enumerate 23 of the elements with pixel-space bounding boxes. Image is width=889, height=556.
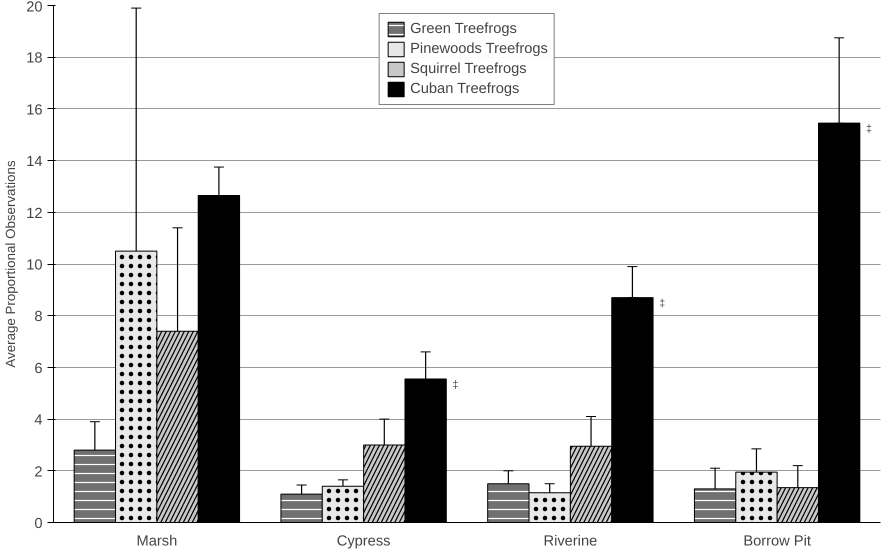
y-tick-label: 8 [34, 309, 43, 326]
y-tick-label: 10 [26, 258, 43, 274]
legend-label: Pinewoods Treefrogs [410, 40, 548, 58]
x-tick-label: Marsh [136, 534, 178, 550]
x-tick-label: Borrow Pit [743, 534, 811, 550]
y-tick-label: 14 [26, 154, 43, 170]
x-tick-label: Cypress [336, 534, 391, 550]
x-tick-label: Riverine [543, 534, 598, 550]
legend-label: Cuban Treefrogs [410, 80, 520, 98]
y-tick-label: 16 [26, 102, 43, 118]
y-tick-label: 0 [34, 516, 43, 532]
y-tick-label: 20 [26, 0, 43, 16]
y-tick-label: 2 [34, 464, 43, 480]
y-tick-label: 6 [34, 360, 43, 377]
y-tick-label: 12 [26, 206, 43, 222]
annotation: ‡ [452, 379, 459, 392]
y-tick-label: 4 [34, 412, 43, 429]
legend-label: Squirrel Treefrogs [410, 60, 527, 78]
y-tick-label: 18 [26, 50, 43, 67]
annotation: ‡ [866, 123, 872, 136]
y-axis-title: Average Proportional Observations [3, 160, 18, 368]
legend-label: Green Treefrogs [410, 20, 517, 38]
annotation: ‡ [659, 298, 666, 310]
